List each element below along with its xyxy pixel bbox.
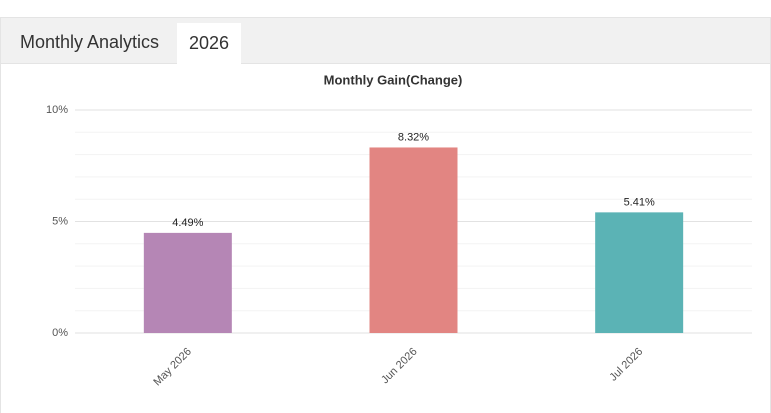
bar	[143, 232, 232, 333]
year-tab[interactable]: 2026	[177, 23, 241, 64]
value-label: 8.32%	[398, 131, 429, 143]
x-tick-label: Jul 2026	[607, 346, 645, 384]
panel-header: Monthly Analytics 2026	[1, 18, 770, 64]
value-label: 5.41%	[624, 196, 655, 208]
chart-title: Monthly Gain(Change)	[324, 72, 463, 87]
x-tick-label: Jun 2026	[379, 346, 419, 386]
bar	[369, 147, 458, 333]
panel: Monthly Analytics 2026	[0, 17, 771, 413]
value-label: 4.49%	[172, 217, 203, 229]
y-tick-label: 10%	[46, 104, 68, 116]
x-tick-label: May 2026	[151, 346, 194, 389]
panel-title: Monthly Analytics	[20, 32, 160, 52]
y-tick-label: 5%	[52, 215, 68, 227]
bar	[595, 212, 684, 333]
y-tick-label: 0%	[52, 327, 68, 339]
